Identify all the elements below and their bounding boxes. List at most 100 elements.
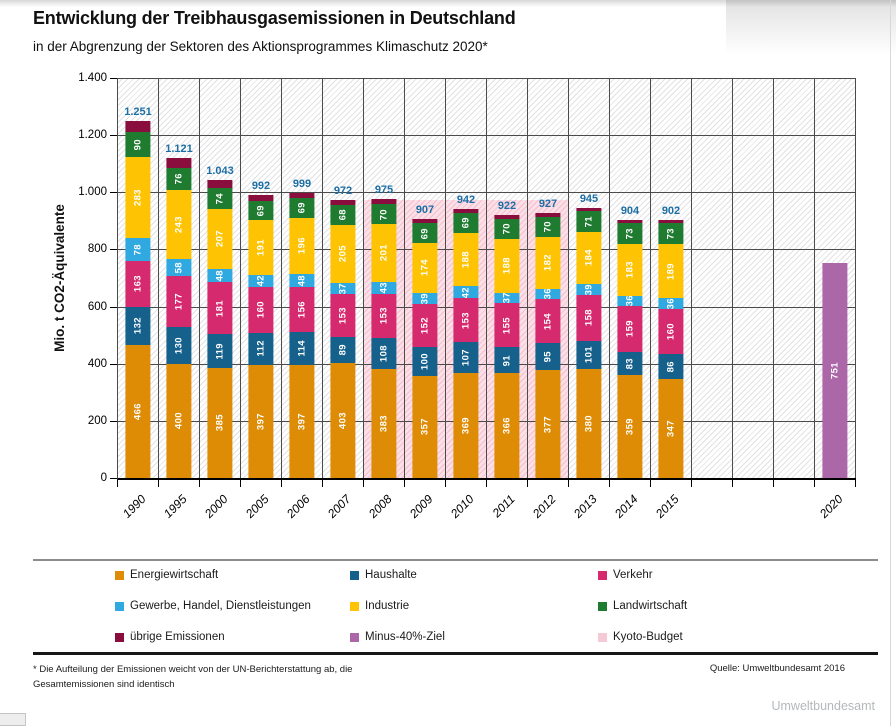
bar-segment: 243 bbox=[166, 190, 192, 260]
bar-segment: 154 bbox=[535, 299, 561, 344]
bar-segment-value: 397 bbox=[255, 412, 267, 430]
bar-segment-value: 751 bbox=[829, 362, 841, 380]
y-axis-tick bbox=[110, 78, 117, 79]
bar-segment: 466 bbox=[125, 344, 151, 478]
bar-segment: 119 bbox=[207, 334, 233, 368]
bar-segment-value: 357 bbox=[419, 418, 431, 436]
bar-segment-value: 283 bbox=[132, 189, 144, 207]
bar-segment: 70 bbox=[535, 216, 561, 237]
window-top-shadow bbox=[0, 0, 896, 7]
bar-segment bbox=[166, 157, 192, 169]
bar-segment-value: 37 bbox=[501, 292, 513, 304]
x-axis-label-slot: 1995 bbox=[159, 480, 200, 535]
page-title: Entwicklung der Treibhausgasemissionen i… bbox=[33, 8, 516, 28]
bar-segment-value: 359 bbox=[624, 418, 636, 436]
legend-label: Minus-40%-Ziel bbox=[365, 631, 445, 643]
x-axis-tick-label: 2008 bbox=[365, 492, 395, 521]
x-axis-tick-label: 2012 bbox=[529, 492, 559, 521]
bar-segment: 36 bbox=[658, 298, 684, 309]
source-text: Quelle: Umweltbundesamt 2016 bbox=[709, 663, 845, 674]
bar-segment-value: 383 bbox=[378, 414, 390, 432]
y-axis-tick-label: 1.200 bbox=[78, 129, 107, 142]
bar-segment-value: 48 bbox=[296, 274, 308, 287]
bar-segment-value: 201 bbox=[378, 244, 390, 262]
legend-item: übrige Emissionen bbox=[115, 631, 225, 643]
bar-segment: 37 bbox=[494, 292, 520, 304]
bar-segment-value: 181 bbox=[214, 299, 226, 317]
bar-segment-value: 153 bbox=[378, 307, 390, 325]
bar-segment: 174 bbox=[412, 243, 438, 293]
x-axis: 1990 1995 2000 2005 2006 2007 2008 2009 2010 2011… bbox=[117, 480, 856, 535]
footnote-line-1: * Die Aufteilung der Emissionen weicht v… bbox=[33, 664, 353, 675]
legend-swatch bbox=[598, 570, 607, 580]
bar-segment-value: 163 bbox=[132, 275, 144, 293]
bar-segment: 380 bbox=[576, 369, 602, 478]
y-axis-tick-label: 200 bbox=[87, 414, 107, 427]
legend-item: Energiewirtschaft bbox=[115, 569, 218, 581]
scrollbar-corner-box bbox=[0, 713, 26, 726]
x-axis-label-slot: 2007 bbox=[323, 480, 364, 535]
x-axis-tick bbox=[772, 480, 774, 487]
grid-line-horizontal bbox=[118, 78, 856, 79]
x-axis-tick bbox=[486, 480, 487, 487]
bar-segment-value: 68 bbox=[337, 209, 349, 221]
bar-total-label: 942 bbox=[456, 193, 476, 206]
bar-segment-value: 36 bbox=[542, 288, 554, 300]
bar-segment: 132 bbox=[125, 307, 151, 345]
x-axis-tick bbox=[198, 480, 200, 487]
x-axis-tick bbox=[568, 480, 569, 487]
legend-item: Minus-40%-Ziel bbox=[350, 631, 445, 643]
bar-segment-value: 156 bbox=[296, 301, 308, 319]
bar-segment-value: 188 bbox=[501, 257, 513, 275]
bar-segment: 73 bbox=[617, 222, 643, 244]
bar-segment-value: 58 bbox=[173, 262, 185, 274]
bar-segment bbox=[207, 180, 233, 189]
bar-total-label: 1.251 bbox=[124, 105, 152, 118]
grid-line-horizontal bbox=[118, 363, 856, 365]
bar-segment-value: 39 bbox=[583, 284, 595, 296]
chart-column: 369 107 153 42 188 69 942 bbox=[446, 78, 487, 478]
bar-segment: 91 bbox=[494, 347, 520, 374]
bar-segment-value: 158 bbox=[583, 309, 595, 327]
bar-segment-value: 130 bbox=[173, 336, 185, 354]
bar-segment-value: 100 bbox=[419, 353, 431, 371]
watermark-text: Umweltbundesamt bbox=[771, 699, 875, 713]
footnote-line-2: Gesamtemissionen sind identisch bbox=[33, 679, 175, 690]
chart-column bbox=[692, 78, 733, 478]
target-bar-segment: 751 bbox=[822, 263, 848, 478]
legend-item: Verkehr bbox=[598, 569, 653, 581]
bar-segment: 181 bbox=[207, 282, 233, 334]
bar-segment: 36 bbox=[617, 296, 643, 307]
legend-separator-line bbox=[33, 559, 878, 561]
bar-segment-value: 119 bbox=[214, 342, 226, 360]
legend-swatch bbox=[350, 601, 359, 611]
x-axis-label-slot: 2005 bbox=[241, 480, 282, 535]
bar-segment: 42 bbox=[453, 286, 479, 299]
bar-segment bbox=[371, 199, 397, 205]
x-axis-label-slot: 2012 bbox=[528, 480, 569, 535]
bar-total-label: 907 bbox=[415, 203, 435, 216]
grid-line-horizontal bbox=[118, 249, 856, 251]
bar-segment: 156 bbox=[289, 287, 315, 332]
bar-segment-value: 71 bbox=[583, 215, 595, 228]
bar-segment: 369 bbox=[453, 372, 479, 478]
bar-segment: 76 bbox=[166, 168, 192, 190]
bar-segment: 107 bbox=[453, 342, 479, 373]
bar-segment: 90 bbox=[125, 131, 151, 158]
chart-column: 397 112 160 42 191 69 992 bbox=[241, 78, 282, 478]
bar-segment: 37 bbox=[330, 283, 356, 294]
bar-total-label: 1.121 bbox=[165, 142, 193, 155]
bar-segment: 95 bbox=[535, 343, 561, 371]
x-axis-tick-label: 2009 bbox=[406, 492, 436, 521]
x-axis-tick-label: 2007 bbox=[324, 492, 354, 521]
bar-segment: 74 bbox=[207, 188, 233, 210]
legend-item: Landwirtschaft bbox=[598, 600, 687, 612]
bar-segment: 188 bbox=[453, 232, 479, 287]
x-axis-tick bbox=[855, 480, 856, 487]
bar-segment-value: 36 bbox=[665, 298, 677, 309]
x-axis-tick bbox=[322, 480, 323, 487]
bar-segment: 205 bbox=[330, 224, 356, 284]
chart-column: 366 91 155 37 188 70 922 bbox=[487, 78, 528, 478]
bar-total-label: 992 bbox=[251, 179, 271, 192]
bar-segment: 73 bbox=[658, 223, 684, 245]
